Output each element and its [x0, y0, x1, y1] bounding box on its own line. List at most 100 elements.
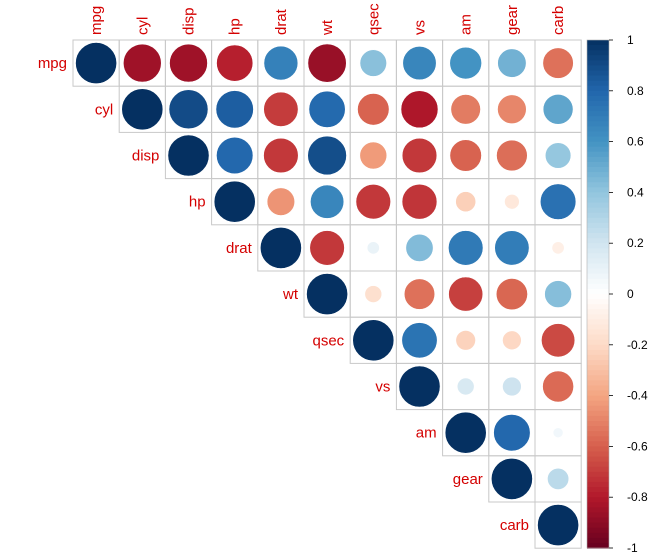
colorbar-segment [587, 146, 609, 153]
column-label-vs: vs [412, 20, 429, 35]
colorbar-segment [587, 85, 609, 92]
colorbar-segment [587, 80, 609, 87]
row-label-hp: hp [189, 194, 206, 211]
colorbar-segment [587, 172, 609, 178]
row-labels: mpg cyl disp hp drat wt qsec vs am gear carb [38, 55, 529, 534]
colorbar-segment [587, 90, 609, 97]
colorbar-segment [587, 299, 609, 305]
corr-circle-drat-qsec [366, 241, 380, 255]
corr-circle-cyl-am [450, 94, 481, 125]
corr-circle-drat-gear [494, 230, 530, 266]
colorbar-segment [587, 314, 609, 320]
colorbar-segment [587, 456, 609, 463]
colorbar-segment [587, 106, 609, 112]
column-labels: mpg cyl disp hp drat wt qsec vs am gear carb [88, 3, 567, 36]
colorbar-segment [587, 415, 609, 422]
colorbar-tick-label: -0.4 [627, 389, 648, 403]
colorbar-segment [587, 294, 609, 300]
corr-circle-hp-carb [539, 183, 577, 220]
colorbar-segment [587, 431, 609, 437]
corr-circle-hp-wt [310, 184, 345, 219]
colorbar-segment [587, 385, 609, 392]
colorbar-segment [587, 507, 609, 514]
colorbar-segment [587, 111, 609, 117]
correlation-circles [75, 42, 580, 546]
corr-circle-mpg-mpg [75, 42, 118, 85]
corr-circle-wt-carb [544, 280, 572, 308]
corr-circle-vs-gear [502, 376, 522, 397]
row-label-vs: vs [375, 379, 390, 396]
column-label-disp: disp [181, 7, 198, 35]
corr-circle-qsec-am [455, 330, 476, 351]
corr-circle-vs-carb [542, 370, 574, 403]
colorbar-segment [587, 156, 609, 163]
corr-circle-qsec-qsec [352, 319, 395, 362]
colorbar-tick-label: 0.8 [627, 84, 644, 98]
column-label-qsec: qsec [365, 3, 382, 35]
corr-circle-mpg-disp [169, 43, 208, 83]
colorbar-segment [587, 421, 609, 427]
colorbar-segment [587, 278, 609, 285]
corr-circle-cyl-carb [542, 94, 574, 125]
colorbar-segment [587, 390, 609, 397]
corr-circle-hp-hp [213, 180, 256, 223]
corr-circle-wt-am [448, 276, 484, 312]
column-label-cyl: cyl [134, 17, 151, 35]
corr-circle-drat-am [448, 230, 484, 266]
row-label-am: am [416, 425, 437, 442]
colorbar-tick-label: -1 [627, 541, 638, 555]
row-label-qsec: qsec [313, 332, 345, 349]
colorbar-segment [587, 141, 609, 148]
colorbar-segment [587, 476, 609, 483]
colorbar-segment [587, 537, 609, 544]
corr-circle-cyl-hp [215, 90, 254, 129]
corr-circle-hp-am [455, 191, 477, 213]
corr-circle-cyl-gear [497, 94, 527, 125]
row-label-drat: drat [226, 240, 253, 257]
colorbar-segment [587, 527, 609, 534]
column-label-am: am [458, 14, 475, 35]
colorbar-segment [587, 197, 609, 204]
corr-circle-disp-gear [496, 139, 528, 172]
colorbar-segment [587, 182, 609, 188]
corr-circle-drat-drat [259, 226, 302, 269]
corr-circle-cyl-drat [263, 91, 299, 127]
colorbar-segment [587, 192, 609, 199]
colorbar-segment [587, 161, 609, 168]
corr-circle-drat-wt [309, 230, 345, 266]
colorbar-segment [587, 167, 609, 173]
row-label-disp: disp [132, 148, 160, 165]
colorbar-segment [587, 360, 609, 366]
colorbar-segment [587, 344, 609, 351]
colorbar-segment [587, 471, 609, 478]
colorbar-ticks: 1 0.8 0.6 0.4 0.2 0 -0.2 -0.4 -0.6 -0.8 -1 [609, 33, 648, 555]
colorbar-segment [587, 542, 609, 549]
colorbar-segment [587, 451, 609, 458]
colorbar-segment [587, 55, 609, 61]
colorbar-segment [587, 461, 609, 468]
column-label-carb: carb [550, 6, 567, 35]
colorbar-segment [587, 136, 609, 143]
corr-circle-hp-vs [401, 183, 438, 220]
corr-circle-mpg-gear [497, 48, 527, 78]
colorbar-segment [587, 177, 609, 183]
colorbar-segment [587, 426, 609, 432]
colorbar-segment [587, 95, 609, 102]
colorbar-segment [587, 436, 609, 442]
colorbar-segment [587, 339, 609, 346]
colorbar-segment [587, 187, 609, 193]
corr-circle-disp-carb [544, 142, 572, 169]
corr-circle-cyl-qsec [357, 93, 390, 126]
colorbar-segment [587, 243, 609, 249]
corr-circle-hp-gear [504, 193, 520, 210]
colorbar-segment [587, 288, 609, 295]
colorbar-segment [587, 263, 609, 270]
corr-circle-qsec-gear [502, 330, 522, 351]
corr-circle-am-gear [493, 414, 531, 452]
colorbar-segment [587, 487, 609, 493]
colorbar-tick-label: -0.2 [627, 338, 648, 352]
colorbar-tick-label: -0.8 [627, 490, 648, 504]
corr-circle-mpg-hp [216, 44, 254, 82]
colorbar-segment [587, 446, 609, 453]
